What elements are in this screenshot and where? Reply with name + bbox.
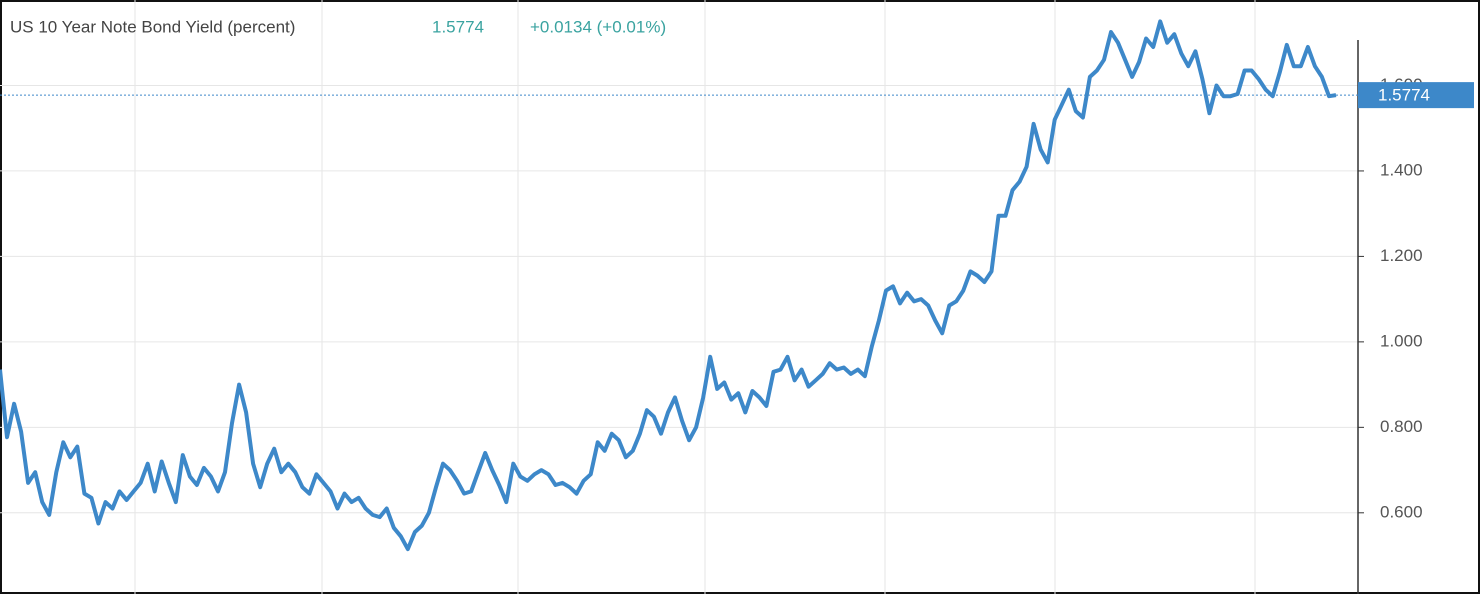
last-value: 1.5774 [432, 17, 484, 36]
y-tick-label: 1.400 [1380, 160, 1423, 179]
grid-layer [0, 84, 1364, 514]
y-tick-label: 0.600 [1380, 502, 1423, 521]
plot [0, 19, 1358, 552]
change: +0.0134 (+0.01%) [530, 17, 666, 36]
y-tick-label: 1.200 [1380, 246, 1423, 265]
price-line [0, 19, 1337, 552]
last-value-label: 1.5774 [1378, 86, 1430, 105]
chart-title: US 10 Year Note Bond Yield (percent) [10, 17, 295, 36]
y-tick-label: 0.800 [1380, 417, 1423, 436]
last-value-box [1358, 82, 1474, 109]
y-tick-label: 1.000 [1380, 331, 1423, 350]
